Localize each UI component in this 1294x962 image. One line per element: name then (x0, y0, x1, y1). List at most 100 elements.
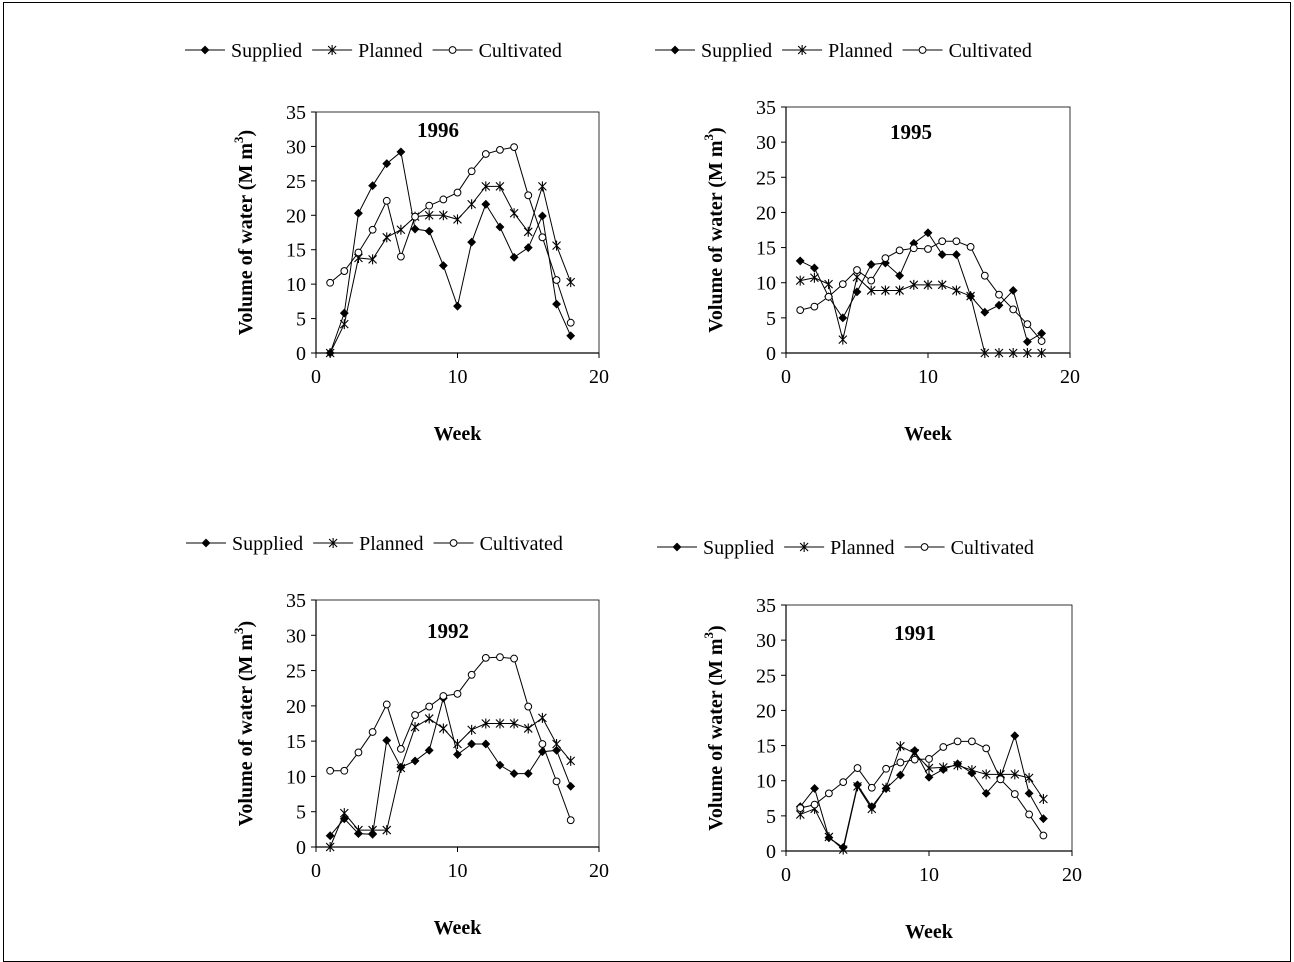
data-point (538, 740, 547, 748)
legend-label: Supplied (231, 40, 302, 62)
legend-label: Cultivated (951, 537, 1034, 559)
y-axis-title-close: ) (235, 130, 257, 137)
y-tick-label: 10 (756, 771, 776, 793)
data-point (981, 769, 991, 780)
data-point (439, 195, 448, 204)
data-point (453, 750, 462, 759)
data-point (909, 279, 919, 290)
data-point (1008, 348, 1018, 358)
data-point (552, 777, 561, 786)
data-point (424, 713, 434, 724)
data-point (825, 789, 833, 798)
legend-marker (672, 542, 682, 552)
data-point (538, 712, 547, 723)
data-point (810, 800, 819, 809)
data-point (325, 842, 335, 852)
data-point (339, 319, 349, 330)
data-point (326, 766, 335, 775)
data-point (838, 844, 848, 855)
y-axis-title-sup: 3 (231, 136, 246, 143)
x-tick-label: 10 (448, 366, 468, 388)
legend-label: Supplied (703, 537, 774, 559)
x-tick-label: 20 (1062, 864, 1082, 886)
data-point (538, 181, 547, 192)
y-tick-label: 20 (286, 696, 306, 718)
data-point (1037, 348, 1046, 358)
data-point (838, 280, 847, 289)
data-point (552, 299, 561, 309)
data-point (896, 741, 905, 752)
data-point (410, 224, 420, 234)
data-point (1037, 328, 1047, 338)
data-point (924, 772, 934, 782)
data-point (938, 237, 947, 246)
data-point (924, 763, 934, 774)
data-point (467, 670, 476, 679)
data-point (1010, 731, 1020, 741)
data-point (838, 313, 848, 323)
data-point (994, 300, 1004, 310)
y-tick-label: 20 (756, 700, 776, 722)
data-point (1024, 772, 1034, 783)
legend-label: Planned (828, 40, 892, 62)
data-point (1022, 337, 1032, 347)
y-axis-title-close: ) (705, 625, 727, 632)
data-point (1010, 769, 1020, 780)
data-point (382, 232, 392, 243)
data-point (824, 292, 833, 301)
data-point (340, 766, 349, 775)
data-point (895, 770, 905, 780)
x-axis-title: Week (905, 921, 954, 943)
data-point (467, 739, 477, 749)
data-point (524, 702, 533, 711)
data-point (1039, 831, 1048, 840)
data-point (424, 210, 434, 221)
chart-panel: Supplied Planned Cultivated 0 5 10 15 20 25 30 35 0… (657, 537, 1082, 943)
legend-marker (449, 539, 458, 547)
y-tick-label: 15 (286, 731, 306, 753)
data-point (552, 240, 561, 251)
data-point (467, 724, 477, 735)
data-point (853, 266, 861, 274)
y-tick-label: 20 (756, 202, 776, 224)
data-point (925, 755, 933, 763)
data-point (467, 167, 476, 176)
data-point (368, 225, 377, 234)
data-point (953, 737, 962, 746)
data-point (425, 702, 434, 711)
y-tick-label: 30 (286, 136, 306, 158)
series-cultivated (326, 653, 575, 825)
data-point (495, 760, 505, 770)
chart-title: 1996 (417, 118, 459, 142)
data-point (824, 279, 833, 290)
data-point (467, 237, 477, 247)
y-axis-title-text: Volume of water (M m (235, 143, 257, 336)
data-point (552, 745, 561, 755)
series-line (799, 733, 1044, 849)
series-cultivated (796, 237, 1046, 345)
data-point (368, 728, 377, 736)
data-point (1039, 793, 1048, 804)
y-axis-title-text: Volume of water (M m (235, 634, 257, 827)
data-point (881, 782, 891, 793)
data-point (340, 267, 349, 275)
data-point (439, 692, 448, 700)
data-point (382, 159, 392, 169)
series-line (329, 717, 572, 848)
legend-marker (799, 542, 809, 552)
data-point (982, 744, 991, 753)
data-point (481, 150, 490, 158)
data-point (552, 276, 561, 284)
data-point (924, 245, 932, 253)
y-tick-label: 35 (756, 97, 776, 119)
data-point (509, 252, 519, 262)
data-point (952, 285, 961, 296)
data-point (981, 788, 991, 798)
series-cultivated (796, 737, 1048, 840)
data-point (396, 224, 406, 235)
data-point (796, 306, 805, 315)
x-tick-label: 0 (781, 366, 791, 388)
data-point (795, 275, 805, 286)
data-point (995, 290, 1003, 299)
data-point (866, 260, 876, 269)
